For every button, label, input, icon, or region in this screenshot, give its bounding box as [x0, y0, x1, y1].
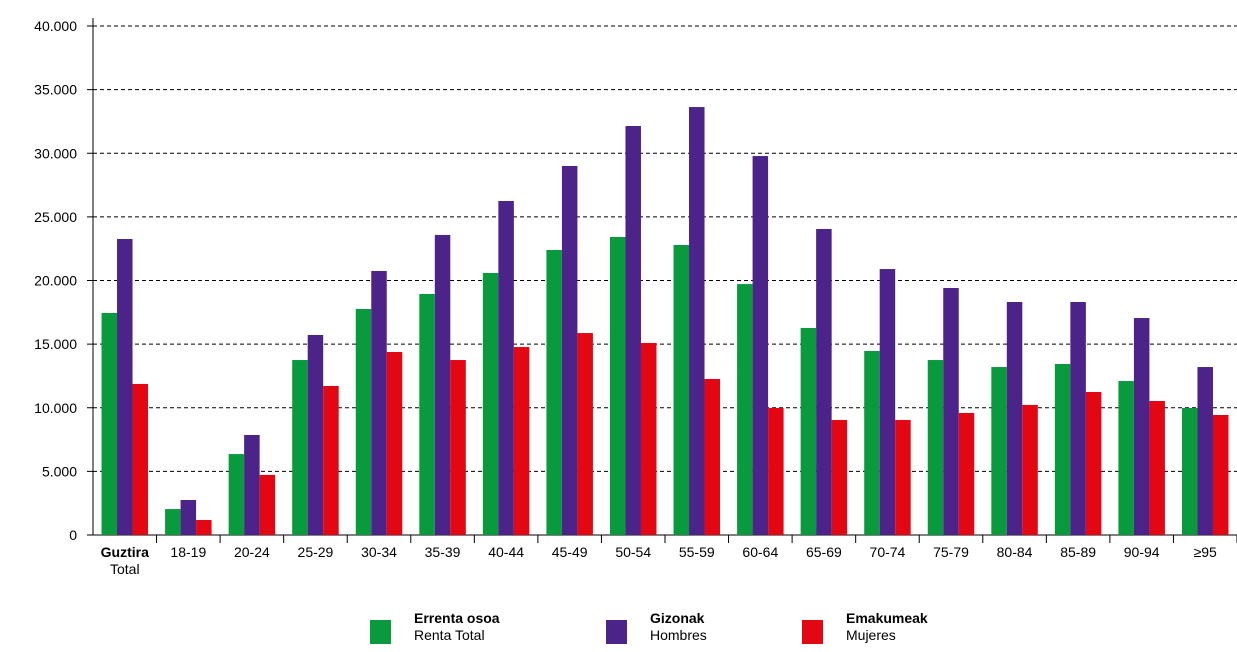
- y-tick-label: 20.000: [34, 273, 77, 289]
- bar: [1118, 381, 1134, 535]
- bar: [196, 519, 212, 535]
- bar: [323, 385, 339, 535]
- x-tick-label: 70-74: [870, 544, 906, 560]
- y-tick-label: 35.000: [34, 82, 77, 98]
- bar: [482, 272, 499, 535]
- bar: [450, 360, 466, 535]
- bar: [259, 474, 276, 535]
- bar: [434, 234, 451, 535]
- x-tick-label: 50-54: [615, 544, 651, 560]
- x-tick-label: 18-19: [170, 544, 206, 560]
- x-tick-label: 85-89: [1060, 544, 1096, 560]
- bar: [244, 434, 260, 535]
- legend-swatch: [802, 620, 823, 644]
- x-tick-label: 65-69: [806, 544, 842, 560]
- legend-label: Errenta osoa Renta Total: [414, 610, 500, 643]
- bar: [879, 269, 896, 535]
- legend-swatch: [606, 620, 627, 644]
- x-tick-label: ≥95: [1194, 544, 1217, 560]
- bar: [927, 360, 944, 535]
- bar: [640, 342, 657, 535]
- y-tick-label: 10.000: [34, 400, 77, 416]
- bar: [1133, 318, 1150, 535]
- bar: [355, 309, 372, 535]
- bar: [1022, 404, 1038, 535]
- bar: [1085, 391, 1102, 535]
- bar: [419, 293, 435, 535]
- bar: [864, 350, 880, 535]
- x-tick-label: 60-64: [742, 544, 778, 560]
- bar: [958, 412, 975, 535]
- y-tick-label: 0: [69, 527, 77, 543]
- bar: [991, 367, 1007, 535]
- bar: [800, 327, 817, 535]
- x-tick-label: 75-79: [933, 544, 969, 560]
- y-tick-label: 40.000: [34, 18, 77, 34]
- x-tick-label: Guztira Total: [101, 544, 149, 577]
- x-tick-label: 30-34: [361, 544, 397, 560]
- bar: [101, 312, 118, 535]
- bar: [1149, 401, 1165, 535]
- x-tick-label: 80-84: [997, 544, 1033, 560]
- bar: [1181, 408, 1198, 535]
- bar: [498, 200, 514, 535]
- bar: [1212, 415, 1229, 535]
- bar: [1054, 363, 1071, 535]
- x-tick-label: 40-44: [488, 544, 524, 560]
- y-tick-label: 25.000: [34, 209, 77, 225]
- y-tick-label: 30.000: [34, 145, 77, 161]
- bar: [737, 284, 753, 535]
- bar: [561, 165, 578, 535]
- legend-label: Emakumeak Mujeres: [846, 610, 928, 643]
- bar: [165, 509, 181, 535]
- x-tick-label: 55-59: [679, 544, 715, 560]
- bar: [117, 239, 133, 536]
- bar: [307, 334, 324, 535]
- bar: [689, 107, 705, 535]
- bar: [943, 288, 959, 535]
- x-tick-label: 20-24: [234, 544, 270, 560]
- bar: [132, 383, 149, 535]
- bar: [1197, 367, 1213, 535]
- legend-swatch: [370, 620, 391, 644]
- bar: [371, 270, 387, 535]
- bar: [292, 360, 308, 535]
- bar: [895, 419, 911, 535]
- bar: [386, 352, 403, 535]
- x-tick-label: 45-49: [552, 544, 588, 560]
- bar: [513, 347, 530, 535]
- x-tick-label: 25-29: [298, 544, 334, 560]
- x-tick-label: 90-94: [1124, 544, 1160, 560]
- bar: [768, 408, 784, 535]
- bar: [752, 156, 769, 535]
- bar: [704, 378, 721, 535]
- x-tick-label: 35-39: [425, 544, 461, 560]
- bar: [577, 333, 593, 535]
- legend-label: Gizonak Hombres: [650, 610, 707, 643]
- bar: [180, 500, 197, 535]
- bar: [546, 249, 562, 535]
- bar: [1070, 302, 1086, 535]
- bar: [1006, 302, 1023, 535]
- y-tick-label: 15.000: [34, 336, 77, 352]
- bar: [609, 236, 626, 535]
- bar: [228, 454, 245, 535]
- bar: [673, 244, 690, 535]
- bar: [625, 126, 641, 536]
- bar: [831, 419, 848, 535]
- y-tick-label: 5.000: [42, 463, 77, 479]
- bar: [816, 228, 832, 535]
